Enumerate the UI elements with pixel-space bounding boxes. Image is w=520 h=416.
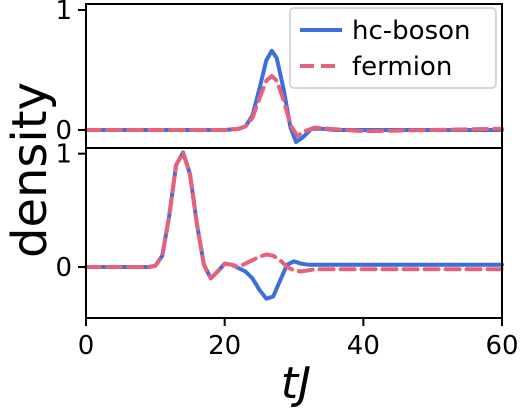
legend: hc-boson fermion <box>289 7 497 89</box>
y-axis-label: density <box>2 82 58 258</box>
bottom-series-fermion-line <box>84 150 504 281</box>
x-tick-label: 20 <box>208 331 241 361</box>
x-tick-label: 40 <box>347 331 380 361</box>
bottom-series-hc-boson-line <box>84 150 504 301</box>
legend-label-hc-boson: hc-boson <box>352 16 471 46</box>
x-axis-label: tJ <box>281 358 311 409</box>
bottom-panel: 01 <box>55 140 504 319</box>
bottom-y-tick-label: 0 <box>55 253 72 283</box>
x-axis: 0 20 40 60 <box>78 318 519 361</box>
top-y-tick-label: 0 <box>55 116 72 146</box>
x-tick-label: 60 <box>485 331 518 361</box>
top-series-fermion-line <box>84 74 504 138</box>
top-y-tick-label: 1 <box>55 0 72 26</box>
bottom-panel-frame <box>85 147 503 319</box>
bottom-y-tick-label: 1 <box>55 140 72 170</box>
legend-label-fermion: fermion <box>352 52 452 82</box>
x-tick-label: 0 <box>78 331 95 361</box>
